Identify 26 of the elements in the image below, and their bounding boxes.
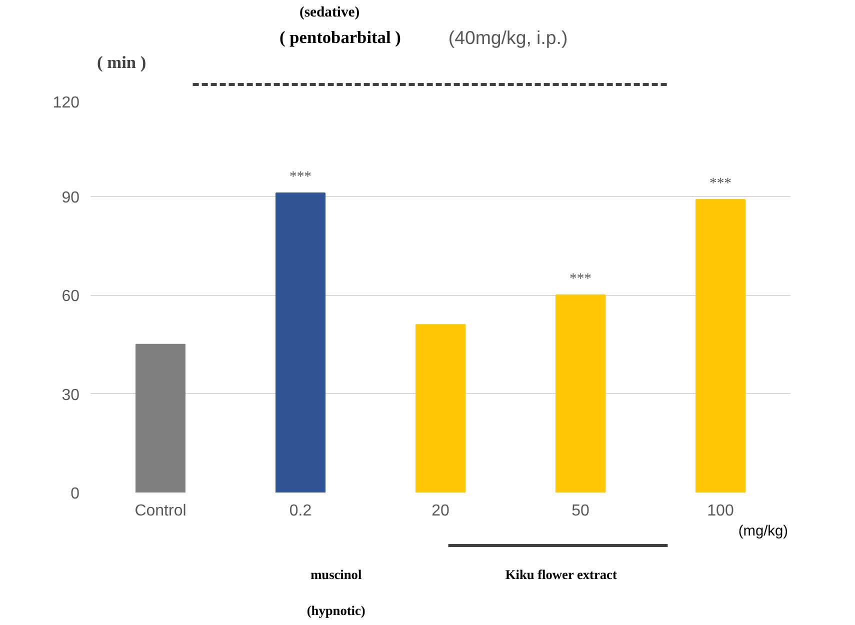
y-tick-label: 0 [70, 486, 80, 502]
y-tick-label: 120 [52, 94, 80, 112]
x-tick-label: 50 [572, 502, 590, 520]
annotation: *** [710, 176, 732, 192]
text: (hypnotic) [306, 603, 366, 618]
text: ( pentobarbital ) [280, 28, 402, 47]
x-tick-label: 100 [707, 502, 734, 520]
bar [136, 344, 186, 492]
text: (mg/kg) [738, 524, 788, 540]
y-tick-label: 60 [62, 288, 80, 305]
text: Kiku flower extract [505, 567, 618, 582]
bar [416, 324, 466, 492]
y-tick-label: 90 [62, 189, 80, 206]
y-tick-label: 30 [62, 386, 80, 404]
text: (sedative) [299, 4, 360, 20]
x-tick-label: 0.2 [289, 502, 312, 520]
text: muscinol [310, 567, 362, 582]
x-tick-label: Control [134, 502, 186, 520]
bar [696, 199, 746, 492]
annotation: *** [290, 168, 312, 185]
y-axis-title: ( min ) [97, 53, 146, 72]
bar [276, 192, 326, 492]
annotation: *** [570, 271, 592, 287]
bar [556, 294, 606, 492]
x-tick-label: 20 [432, 502, 450, 520]
text: (40mg/kg, i.p.) [448, 27, 568, 48]
